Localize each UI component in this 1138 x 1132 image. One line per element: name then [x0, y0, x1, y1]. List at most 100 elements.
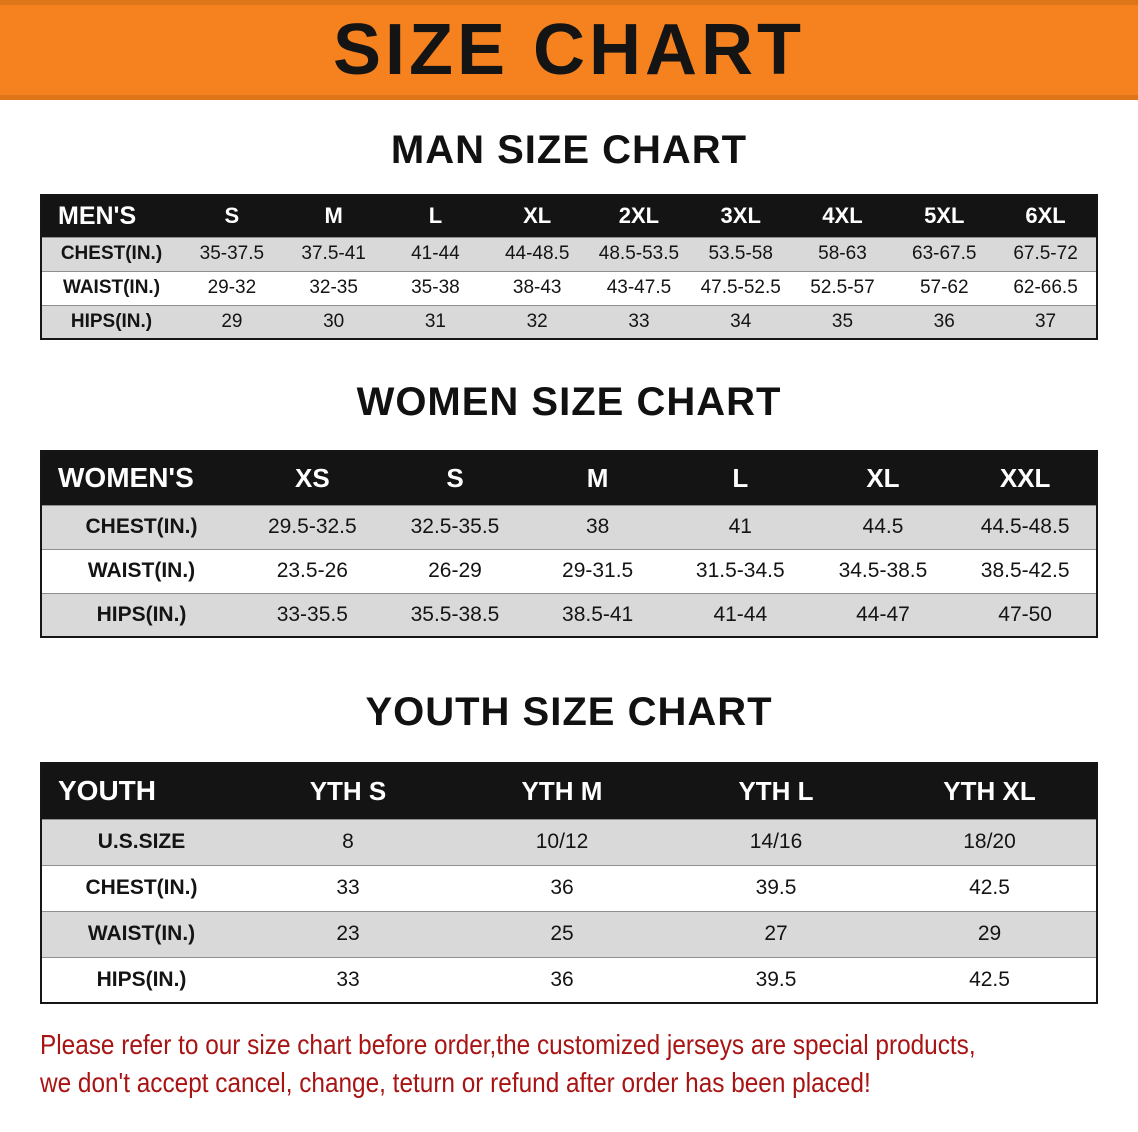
size-value: 34 [730, 310, 752, 332]
size-value: 32-35 [309, 277, 358, 298]
measurement-label: CHEST(IN.) [60, 243, 163, 264]
table-row: HIPS(IN.) 33-35.5 35.5-38.5 38.5-41 41-44 44-… [41, 593, 1097, 637]
size-value: 35-38 [411, 277, 460, 298]
size-value: 47.5-52.5 [700, 277, 781, 298]
table-corner-header: MEN'S [41, 195, 181, 237]
size-column-header: S [181, 195, 283, 237]
size-value: 39.5 [755, 967, 797, 991]
size-value: 33 [628, 310, 650, 332]
size-value: 48.5-53.5 [598, 243, 680, 264]
womens-section-title: WOMEN SIZE CHART [356, 380, 782, 424]
page-title: SIZE CHART [333, 10, 805, 90]
size-value: 33-35.5 [276, 602, 348, 626]
table-header-row: MEN'S S M L XL 2XL 3XL 4XL 5XL 6XL [41, 195, 1097, 237]
size-column-header: M [282, 195, 385, 237]
table-row: HIPS(IN.) 29 30 31 32 33 34 35 36 37 [41, 305, 1097, 339]
table-corner-header: YOUTH [41, 763, 241, 819]
size-value: 30 [323, 310, 345, 332]
table-row: WAIST(IN.) 23 25 27 29 [41, 911, 1097, 957]
disclaimer: Please refer to our size chart before or… [0, 1026, 1138, 1102]
size-value: 41-44 [713, 602, 768, 626]
size-value: 25 [550, 922, 574, 945]
size-value: 53.5-58 [708, 243, 773, 264]
table-row: WAIST(IN.) 29-32 32-35 35-38 38-43 43-47.5 47.… [41, 271, 1097, 305]
size-value: 35.5-38.5 [410, 602, 500, 626]
measurement-label: WAIST(IN.) [87, 559, 196, 582]
size-column-header: XS [241, 451, 384, 505]
size-value: 36 [550, 876, 574, 899]
size-column-header: YTH S [241, 763, 455, 819]
size-value: 37.5-41 [301, 243, 366, 264]
size-column-header: L [384, 195, 487, 237]
banner: SIZE CHART [0, 0, 1138, 100]
measurement-label: CHEST(IN.) [85, 515, 198, 538]
size-value: 35 [831, 310, 854, 332]
table-corner-header: WOMEN'S [41, 451, 241, 505]
size-column-header: S [383, 451, 527, 505]
measurement-label: HIPS(IN.) [70, 310, 153, 332]
measurement-label: HIPS(IN.) [96, 602, 187, 626]
size-value: 32.5-35.5 [410, 515, 500, 538]
size-column-header: XL [486, 195, 589, 237]
table-row: HIPS(IN.) 33 36 39.5 42.5 [41, 957, 1097, 1003]
size-value: 42.5 [969, 967, 1010, 991]
table-header-row: WOMEN'S XS S M L XL XXL [41, 451, 1097, 505]
size-value: 29-32 [207, 277, 257, 298]
size-value: 29-31.5 [562, 559, 634, 582]
table-header-row: YOUTH YTH S YTH M YTH L YTH XL [41, 763, 1097, 819]
measurement-label: HIPS(IN.) [96, 967, 187, 991]
size-value: 44-48.5 [504, 243, 570, 264]
womens-size-table: WOMEN'S XS S M L XL XXL CHEST(IN.) 29.5-32.5 32.5… [40, 450, 1098, 638]
size-value: 63-67.5 [912, 243, 977, 264]
size-column-header: 3XL [689, 195, 792, 237]
size-value: 33 [336, 967, 360, 991]
mens-section-title: MAN SIZE CHART [390, 128, 748, 172]
size-column-header: YTH L [669, 763, 883, 819]
size-value: 39.5 [755, 876, 797, 899]
youth-section-title: YOUTH SIZE CHART [365, 690, 773, 734]
size-value: 44-47 [856, 602, 910, 626]
size-column-header: 6XL [995, 195, 1097, 237]
size-value: 47-50 [998, 602, 1052, 626]
measurement-label: CHEST(IN.) [85, 876, 198, 899]
size-value: 44.5 [862, 515, 904, 538]
size-value: 38 [585, 515, 610, 538]
size-value: 42.5 [969, 876, 1010, 899]
size-column-header: YTH XL [883, 763, 1097, 819]
size-value: 52.5-57 [810, 277, 875, 298]
size-value: 62-66.5 [1013, 277, 1078, 298]
size-value: 33 [336, 876, 360, 899]
disclaimer-line-1: Please refer to our size chart before or… [40, 1029, 976, 1060]
measurement-label: U.S.SIZE [97, 830, 186, 853]
size-value: 35-37.5 [199, 243, 265, 264]
size-value: 36 [933, 310, 955, 332]
disclaimer-line-2: we don't accept cancel, change, teturn o… [40, 1066, 871, 1098]
measurement-label: WAIST(IN.) [87, 922, 196, 945]
size-value: 14/16 [749, 830, 803, 853]
mens-size-table: MEN'S S M L XL 2XL 3XL 4XL 5XL 6XL CHEST(IN.) 35-37… [40, 194, 1098, 340]
size-value: 38.5-42.5 [980, 559, 1070, 582]
size-value: 29 [221, 310, 243, 332]
size-value: 44.5-48.5 [980, 515, 1070, 538]
youth-size-table: YOUTH YTH S YTH M YTH L YTH XL U.S.SIZE 8 10/12… [40, 762, 1098, 1004]
size-value: 43-47.5 [606, 277, 672, 298]
size-value: 58-63 [818, 243, 867, 264]
table-row: CHEST(IN.) 33 36 39.5 42.5 [41, 865, 1097, 911]
size-value: 27 [764, 922, 788, 945]
size-value: 18/20 [963, 830, 1016, 853]
table-row: U.S.SIZE 8 10/12 14/16 18/20 [41, 819, 1097, 865]
size-column-header: 4XL [791, 195, 894, 237]
size-value: 23.5-26 [276, 559, 348, 582]
size-column-header: L [668, 451, 812, 505]
size-value: 36 [550, 967, 574, 991]
size-value: 41 [728, 515, 752, 538]
size-column-header: YTH M [455, 763, 669, 819]
size-value: 37 [1034, 310, 1057, 332]
size-value: 29 [977, 922, 1002, 945]
size-value: 38.5-41 [562, 602, 634, 626]
size-column-header: 5XL [893, 195, 996, 237]
size-value: 26-29 [428, 559, 482, 582]
size-value: 38-43 [512, 277, 562, 298]
size-column-header: XL [811, 451, 955, 505]
